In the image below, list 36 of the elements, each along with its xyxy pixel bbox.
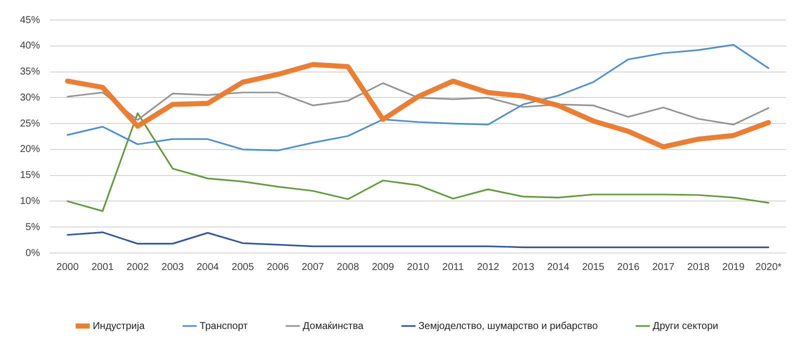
legend-label: Индустрија [92,320,146,332]
x-tick-label: 2006 [266,262,290,273]
y-tick-label: 35% [20,66,40,78]
x-tick-label: 2008 [336,262,360,273]
x-tick-label: 2013 [512,262,535,273]
y-tick-label: 40% [20,40,40,52]
y-tick-label: 0% [26,248,40,259]
x-tick-label: 2000 [56,262,80,273]
legend-label: Домаќинства [302,320,364,332]
x-tick-label: 2014 [547,262,570,273]
legend-label: Земјоделство, шумарство и рибарство [418,320,598,332]
y-tick-label: 25% [20,118,40,130]
legend-label: Транспорт [200,320,248,332]
legend-label: Други сектори [652,320,718,332]
x-tick-label: 2005 [232,262,254,273]
x-tick-label: 2016 [617,262,640,273]
x-tick-label: 2004 [196,262,220,273]
x-tick-label: 2019 [722,262,745,273]
x-tick-label: 2017 [652,262,675,273]
y-tick-label: 30% [20,92,40,104]
x-tick-label: 2018 [687,262,710,273]
x-tick-label: 2011 [442,262,464,273]
x-tick-label: 2012 [476,262,500,273]
y-tick-label: 10% [20,196,40,207]
x-tick-label: 2007 [302,262,324,273]
x-tick-label: 2009 [372,262,395,273]
x-tick-label: 2020* [755,262,782,273]
x-tick-label: 2003 [162,262,184,273]
x-tick-label: 2010 [406,262,430,273]
x-tick-label: 2015 [582,262,605,273]
y-tick-label: 45% [20,14,40,26]
x-tick-label: 2001 [91,262,114,273]
y-tick-label: 20% [20,144,40,156]
x-tick-label: 2002 [126,262,150,273]
y-tick-label: 15% [20,170,40,182]
y-tick-label: 5% [26,222,40,233]
